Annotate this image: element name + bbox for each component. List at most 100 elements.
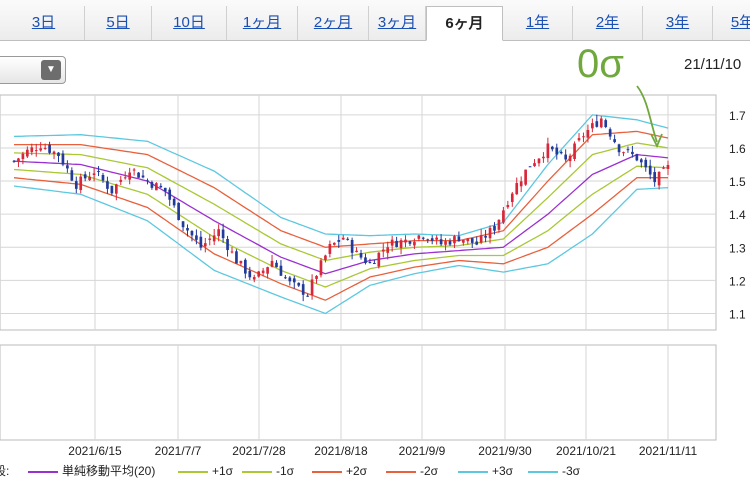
candle-body [519, 181, 523, 187]
candle-body [163, 187, 167, 192]
legend-label: 単純移動平均(20) [62, 464, 156, 478]
legend-item: -1σ [242, 462, 294, 480]
lower-panel-frame [0, 344, 717, 441]
candle-body [573, 143, 576, 159]
candle-body [341, 237, 345, 240]
candle-body [203, 243, 207, 247]
candle-body [128, 172, 132, 180]
candle-body [235, 251, 238, 264]
candle-body [83, 174, 87, 179]
candle-body [101, 175, 105, 181]
candle-body [546, 143, 550, 159]
tab-0[interactable]: 3日 [3, 6, 85, 40]
legend-prefix: 段: [0, 464, 10, 478]
candle-body [466, 238, 470, 242]
y-tick-label: 1.3 [729, 241, 746, 255]
candle-body [48, 144, 51, 153]
sigma-annotation: 0σ [577, 42, 624, 86]
candle-body [315, 275, 318, 279]
candle-body [386, 247, 390, 253]
legend-swatch [528, 470, 558, 473]
y-tick-label: 1.7 [729, 109, 746, 123]
tab-10[interactable]: 5年 [713, 6, 750, 40]
tab-8[interactable]: 2年 [573, 6, 643, 40]
candle-body [617, 144, 621, 153]
tab-1[interactable]: 5日 [85, 6, 152, 40]
candle-body [70, 170, 74, 181]
candle-body [564, 154, 568, 160]
candle-body [390, 239, 394, 246]
tab-5[interactable]: 3ヶ月 [369, 6, 426, 40]
plot-frame [0, 94, 717, 331]
candle-body [381, 249, 385, 252]
candle-body [43, 147, 47, 149]
candle-body [626, 149, 630, 151]
candle-body [186, 228, 189, 231]
candle-body [497, 219, 501, 230]
candle-body [61, 153, 65, 165]
candle-body [279, 265, 283, 276]
y-tick-label: 1.6 [729, 142, 746, 156]
legend-label: -3σ [562, 464, 581, 478]
candle-body [150, 182, 154, 188]
tab-3[interactable]: 1ヶ月 [227, 6, 298, 40]
y-tick-label: 1.5 [729, 175, 746, 189]
candle-body [613, 139, 616, 143]
legend-label: -2σ [420, 464, 439, 478]
candle-body [74, 181, 78, 189]
x-tick-label: 2021/9/30 [478, 444, 532, 458]
candle-body [30, 147, 34, 152]
candle-body [212, 235, 216, 242]
candle-body [417, 235, 421, 239]
candle-body [453, 236, 456, 244]
candle-body [226, 238, 229, 251]
chevron-down-icon[interactable]: ▼ [41, 60, 61, 80]
tab-4[interactable]: 2ヶ月 [298, 6, 369, 40]
candle-body [608, 129, 612, 137]
candle-body [599, 118, 603, 128]
tab-6[interactable]: 6ヶ月 [426, 6, 503, 41]
legend-item: -3σ [528, 462, 580, 480]
candle-body [337, 240, 341, 242]
candle-body [146, 180, 149, 182]
tab-9[interactable]: 3年 [643, 6, 713, 40]
candle-body [39, 148, 43, 151]
candle-body [506, 205, 510, 208]
candle-body [377, 252, 381, 267]
candle-body [172, 198, 176, 206]
candle-body [622, 152, 625, 154]
candle-body [275, 262, 278, 268]
indicator-select[interactable]: ▼ [0, 56, 66, 84]
candle-body [577, 138, 581, 141]
candle-body [132, 169, 136, 171]
candle-body [373, 263, 376, 265]
candle-body [462, 239, 465, 243]
candle-body [155, 183, 158, 191]
tab-7[interactable]: 1年 [503, 6, 573, 40]
candle-body [413, 241, 416, 246]
candle-body [244, 259, 247, 274]
candle-body [190, 230, 194, 236]
legend-swatch [178, 470, 208, 473]
candle-body [399, 240, 403, 248]
candle-body [239, 260, 243, 264]
legend-swatch [386, 470, 416, 473]
y-tick-label: 1.2 [729, 274, 746, 288]
legend-label: +2σ [346, 464, 368, 478]
candle-body [448, 241, 452, 245]
candle-body [395, 240, 398, 248]
candle-body [110, 185, 114, 194]
x-tick-label: 2021/9/9 [399, 444, 446, 458]
candle-body [550, 146, 554, 150]
annotation-arrow [636, 85, 658, 143]
candle-body [502, 210, 505, 223]
tab-2[interactable]: 10日 [152, 6, 227, 40]
band-minus2-sigma [13, 177, 668, 301]
annotation-arrowhead [650, 133, 663, 149]
candle-body [114, 184, 118, 194]
y-tick-label: 1.1 [729, 307, 746, 321]
candle-body [17, 158, 20, 162]
candle-body [457, 236, 461, 242]
candle-body [426, 239, 430, 241]
